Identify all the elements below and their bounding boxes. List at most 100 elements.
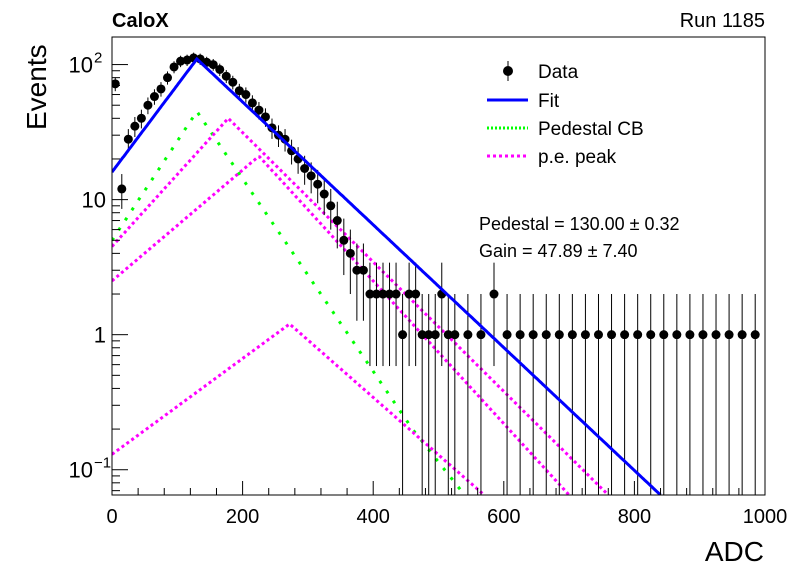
- data-point: [607, 294, 617, 495]
- data-point: [112, 77, 120, 92]
- data-marker: [554, 330, 564, 340]
- data-point: [385, 262, 395, 367]
- data-marker: [385, 289, 395, 299]
- data-point: [404, 262, 414, 367]
- data-point: [365, 262, 375, 367]
- data-point: [169, 61, 179, 74]
- data-point: [136, 109, 146, 129]
- data-marker: [698, 330, 708, 340]
- data-marker: [424, 330, 434, 340]
- data-marker: [580, 330, 590, 340]
- data-marker: [136, 113, 146, 123]
- data-marker: [234, 86, 244, 96]
- data-point: [711, 294, 721, 495]
- y-tick-label: 10: [82, 188, 106, 213]
- legend-label: Pedestal CB: [538, 119, 644, 140]
- pedestal-cb-curve: [112, 108, 466, 495]
- pedestal-label: Pedestal: [479, 214, 549, 234]
- data-marker: [502, 330, 512, 340]
- data-point: [672, 294, 682, 495]
- data-marker: [672, 330, 682, 340]
- data-point: [515, 294, 525, 495]
- data-marker: [117, 184, 127, 194]
- x-tick-label: 1000: [743, 506, 788, 528]
- y-tick-label: 1: [94, 323, 106, 348]
- stats-box: Pedestal = 130.00 ± 0.32 Gain = 47.89 ± …: [479, 214, 680, 261]
- gain-value: 47.89: [538, 241, 583, 261]
- x-axis-title: ADC: [705, 536, 764, 567]
- data-point: [221, 70, 231, 84]
- data-marker: [633, 330, 643, 340]
- data-point: [339, 218, 349, 276]
- y-tick-exponent: 2: [94, 50, 102, 67]
- data-marker: [489, 289, 499, 299]
- data-marker: [149, 92, 159, 102]
- data-point: [130, 116, 140, 138]
- y-tick-label: 10: [69, 53, 93, 78]
- data-marker: [247, 98, 257, 108]
- legend-label: Data: [538, 62, 579, 83]
- data-point: [411, 262, 421, 367]
- x-tick-label: 200: [226, 506, 259, 528]
- data-point: [541, 294, 551, 495]
- data-point: [358, 243, 368, 321]
- data-point: [371, 262, 381, 367]
- data-point: [143, 97, 153, 115]
- data-point: [300, 155, 310, 185]
- data-point: [234, 83, 244, 99]
- data-marker: [398, 330, 408, 340]
- y-tick-label: 10: [69, 458, 93, 483]
- data-point: [463, 294, 473, 495]
- data-marker: [371, 289, 381, 299]
- data-point: [580, 294, 590, 495]
- data-marker: [169, 62, 179, 72]
- x-tick-label: 600: [487, 506, 520, 528]
- data-point: [724, 294, 734, 495]
- data-marker: [463, 330, 473, 340]
- data-point: [123, 129, 133, 152]
- legend-label: p.e. peak: [538, 147, 617, 168]
- legend-data-marker: [503, 66, 513, 76]
- data-marker: [241, 90, 251, 100]
- data-marker: [567, 330, 577, 340]
- data-point: [646, 294, 656, 495]
- data-point: [149, 89, 159, 105]
- plot-frame: [111, 36, 766, 496]
- data-point: [489, 262, 499, 367]
- data-marker: [620, 330, 630, 340]
- data-marker: [430, 330, 440, 340]
- data-point: [633, 294, 643, 495]
- data-marker: [711, 330, 721, 340]
- data-point: [528, 294, 538, 495]
- data-marker: [112, 79, 120, 89]
- data-point: [378, 262, 388, 367]
- data-marker: [737, 330, 747, 340]
- data-point: [554, 294, 564, 495]
- data-point: [247, 95, 257, 112]
- legend-item: Pedestal CB: [487, 119, 644, 140]
- pe-peak-curve-1: [112, 116, 610, 495]
- data-point: [156, 82, 166, 97]
- data-marker: [443, 330, 453, 340]
- data-marker: [332, 216, 342, 226]
- data-marker: [750, 330, 760, 340]
- data-point: [685, 294, 695, 495]
- data-marker: [685, 330, 695, 340]
- legend-label: Fit: [538, 91, 560, 112]
- data-marker: [345, 248, 355, 258]
- data-marker: [306, 171, 316, 181]
- data-point: [430, 294, 440, 495]
- data-marker: [339, 235, 349, 245]
- data-marker: [646, 330, 656, 340]
- data-marker: [378, 289, 388, 299]
- y-axis-title: Events: [21, 44, 52, 130]
- data-marker: [724, 330, 734, 340]
- data-marker: [358, 265, 368, 275]
- data-point: [117, 174, 127, 209]
- data-marker: [130, 121, 140, 131]
- data-point: [437, 262, 447, 367]
- data-marker: [411, 289, 421, 299]
- data-marker: [156, 84, 166, 94]
- data-point: [502, 294, 512, 495]
